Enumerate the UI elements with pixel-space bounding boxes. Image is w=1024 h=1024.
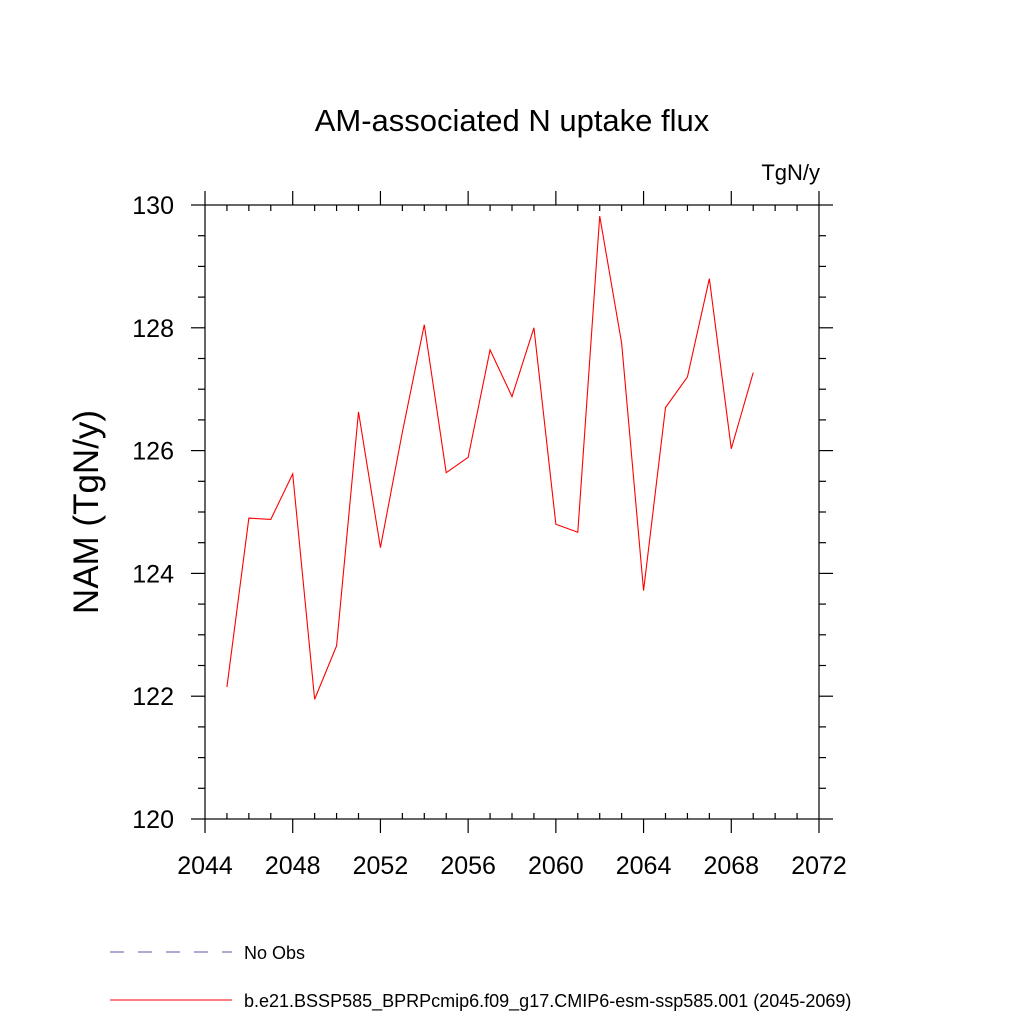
- y-axis-label: NAM (TgN/y): [67, 410, 106, 614]
- legend-label-series: b.e21.BSSP585_BPRPcmip6.f09_g17.CMIP6-es…: [244, 991, 851, 1012]
- plot-frame: [204, 204, 820, 820]
- tick-labels: 2044 2048 2052 2056 2060 2064 2068 2072 120 122 12…: [132, 192, 847, 880]
- units-label: TgN/y: [761, 160, 820, 185]
- axis-ticks: [191, 191, 833, 833]
- x-tick-label: 2056: [440, 852, 496, 880]
- y-tick-label: 128: [132, 315, 174, 343]
- y-tick-label: 120: [132, 806, 174, 834]
- chart-title: AM-associated N uptake flux: [315, 103, 710, 138]
- x-tick-label: 2068: [703, 852, 759, 880]
- legend-label-no-obs: No Obs: [244, 943, 305, 963]
- x-tick-label: 2064: [616, 852, 672, 880]
- x-tick-label: 2060: [528, 852, 584, 880]
- series-line: [226, 215, 754, 700]
- y-tick-label: 126: [132, 438, 174, 466]
- y-tick-label: 130: [132, 192, 174, 220]
- y-tick-label: 122: [132, 683, 174, 711]
- series-lines: [226, 215, 754, 700]
- x-tick-label: 2052: [353, 852, 409, 880]
- x-tick-label: 2048: [265, 852, 321, 880]
- x-tick-label: 2072: [791, 852, 847, 880]
- y-tick-label: 124: [132, 560, 174, 588]
- legend: No Obs b.e21.BSSP585_BPRPcmip6.f09_g17.C…: [110, 943, 851, 1012]
- x-tick-label: 2044: [177, 852, 233, 880]
